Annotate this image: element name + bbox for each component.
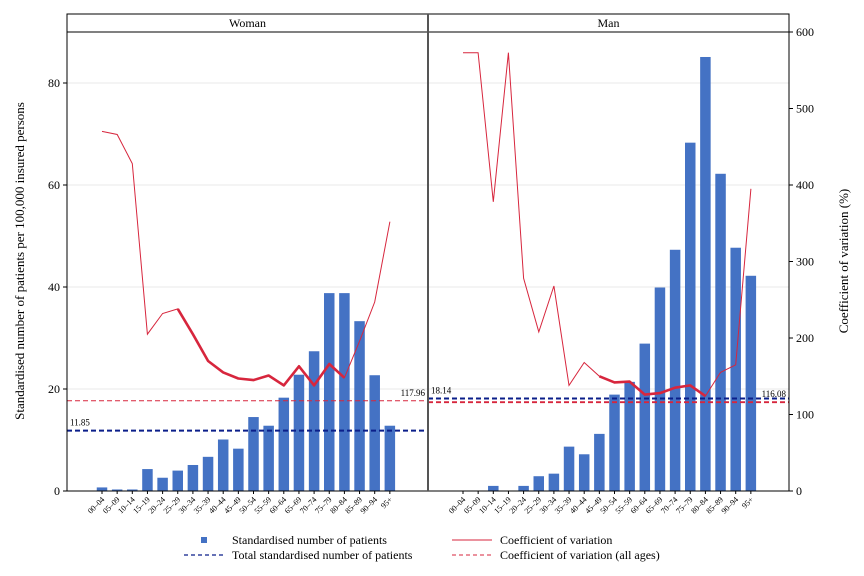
y-axis-left-label: Standardised number of patients per 100,… [12,102,27,420]
bar [308,351,320,491]
bar [142,469,153,491]
x-tick-label: 95+ [740,495,756,511]
bar [384,425,396,491]
bar [715,173,726,491]
x-ticks-woman: 00–0405–0910–1415–1920–2425–2930–3435–39… [86,491,395,516]
cv-line-bold [176,308,346,387]
bar [127,489,138,491]
y-right-tick-label: 600 [796,25,814,39]
y-right-tick-label: 400 [796,178,814,192]
bar [669,249,681,491]
legend-label-cv-all: Coefficient of variation (all ages) [500,548,660,562]
bar [263,425,274,491]
lines-woman: 11.85 117.96 [67,130,428,432]
cv-all-value-label: 117.96 [401,388,426,398]
cv-all-value-label: 116.08 [762,389,787,399]
y-left-tick-label: 40 [48,280,60,294]
bar [594,433,605,491]
bar [202,456,214,491]
bar [654,287,666,491]
bar [563,446,575,491]
bar [111,489,123,491]
y-right-tick-label: 300 [796,255,814,269]
bar [548,473,560,491]
y-left-tick-label: 80 [48,76,60,90]
bar [533,476,544,491]
x-tick-label: 90–94 [359,495,380,516]
total-value-label: 18.14 [431,385,452,395]
y-right-tick-label: 200 [796,331,814,345]
legend-label-cv: Coefficient of variation [500,533,612,547]
bars-woman [96,293,396,491]
panel-woman: Woman 11.85 117.96 00–0405–0910–1415–1920… [66,13,429,516]
y-left-tick-label: 20 [48,382,60,396]
bar [354,321,365,491]
legend: Standardised number of patients Coeffici… [184,533,660,562]
bar [488,485,499,491]
y-axis-right: 0 100 200 300 400 500 600 [789,25,814,498]
bar [745,275,757,491]
bar [730,247,741,491]
bars-man [488,56,757,492]
y-left-tick-label: 60 [48,178,60,192]
x-ticks-man: 00–0405–0910–1415–1920–2425–2930–3435–39… [447,491,756,516]
y-left-tick-label: 0 [54,484,60,498]
bar [157,477,168,491]
cv-line-bold [598,375,707,398]
bar [518,485,529,491]
bar [609,394,620,491]
panel-title-man: Man [598,16,620,30]
panel-title-woman: Woman [229,16,266,30]
bar [278,397,290,491]
bar [685,142,696,492]
bar [324,293,335,491]
y-axis-right-label: Coefficient of variation (%) [836,189,851,334]
bar [96,487,108,491]
bar [639,343,651,491]
bar [369,375,380,491]
bar [187,464,199,491]
legend-label-bars: Standardised number of patients [232,533,387,547]
bar [293,374,305,491]
y-right-tick-label: 0 [796,484,802,498]
bar [624,381,635,491]
bar [248,417,259,491]
bar [233,448,244,491]
bar [217,439,229,491]
bar [339,293,350,491]
legend-bar-swatch [201,537,207,543]
x-tick-label: 95+ [379,495,395,511]
y-axis-left: 0 20 40 60 80 [48,76,67,498]
x-tick-label: 90–94 [720,495,741,516]
y-right-tick-label: 100 [796,408,814,422]
bar [700,56,711,492]
bar [172,470,183,491]
y-right-tick-label: 500 [796,102,814,116]
panel-man: Man 18.14 116.08 00–0405–0910–1415–1920–2… [427,13,790,516]
bar [578,454,590,491]
legend-label-total: Total standardised number of patients [232,548,413,562]
total-value-label: 11.85 [70,418,90,428]
lines-man: 18.14 116.08 [428,52,789,404]
